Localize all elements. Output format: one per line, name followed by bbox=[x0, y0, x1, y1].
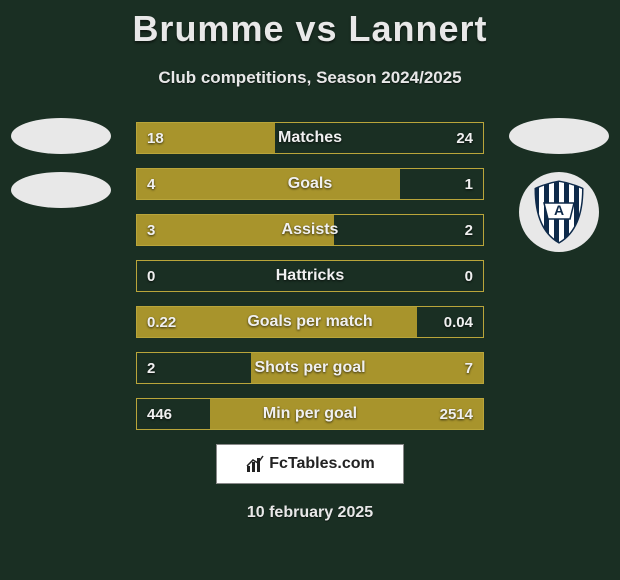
stat-label: Goals per match bbox=[137, 307, 483, 337]
stat-value-right: 0.04 bbox=[444, 307, 473, 337]
stat-value-right: 24 bbox=[456, 123, 473, 153]
left-ellipse-top bbox=[11, 118, 111, 154]
stat-value-right: 1 bbox=[465, 169, 473, 199]
stats-bars: 18Matches24 4Goals1 3Assists2 0Hattricks0 0.… bbox=[136, 122, 484, 430]
footer-brand-text: FcTables.com bbox=[269, 455, 375, 473]
stat-value-right: 2 bbox=[465, 215, 473, 245]
stat-row: 4Goals1 bbox=[136, 168, 484, 200]
right-ellipse-top bbox=[509, 118, 609, 154]
stat-label: Hattricks bbox=[137, 261, 483, 291]
stat-row: 2Shots per goal7 bbox=[136, 352, 484, 384]
stat-label: Goals bbox=[137, 169, 483, 199]
chart-icon bbox=[245, 454, 265, 474]
stat-row: 0Hattricks0 bbox=[136, 260, 484, 292]
stat-value-right: 7 bbox=[465, 353, 473, 383]
left-ellipse-bottom bbox=[11, 172, 111, 208]
stat-row: 446Min per goal2514 bbox=[136, 398, 484, 430]
page-subtitle: Club competitions, Season 2024/2025 bbox=[0, 68, 620, 88]
crest-letter: A bbox=[554, 202, 564, 218]
stat-label: Assists bbox=[137, 215, 483, 245]
stat-label: Matches bbox=[137, 123, 483, 153]
footer-date: 10 february 2025 bbox=[0, 504, 620, 522]
left-team-logos bbox=[6, 118, 116, 208]
stat-value-right: 0 bbox=[465, 261, 473, 291]
stat-label: Shots per goal bbox=[137, 353, 483, 383]
right-team-crest: A bbox=[519, 172, 599, 252]
stat-value-right: 2514 bbox=[440, 399, 473, 429]
page-title: Brumme vs Lannert bbox=[0, 0, 620, 50]
shield-icon: A bbox=[524, 177, 594, 247]
stat-row: 3Assists2 bbox=[136, 214, 484, 246]
footer-brand: FcTables.com bbox=[216, 444, 404, 484]
stat-label: Min per goal bbox=[137, 399, 483, 429]
stat-row: 18Matches24 bbox=[136, 122, 484, 154]
stat-row: 0.22Goals per match0.04 bbox=[136, 306, 484, 338]
right-team-logos: A bbox=[504, 118, 614, 252]
